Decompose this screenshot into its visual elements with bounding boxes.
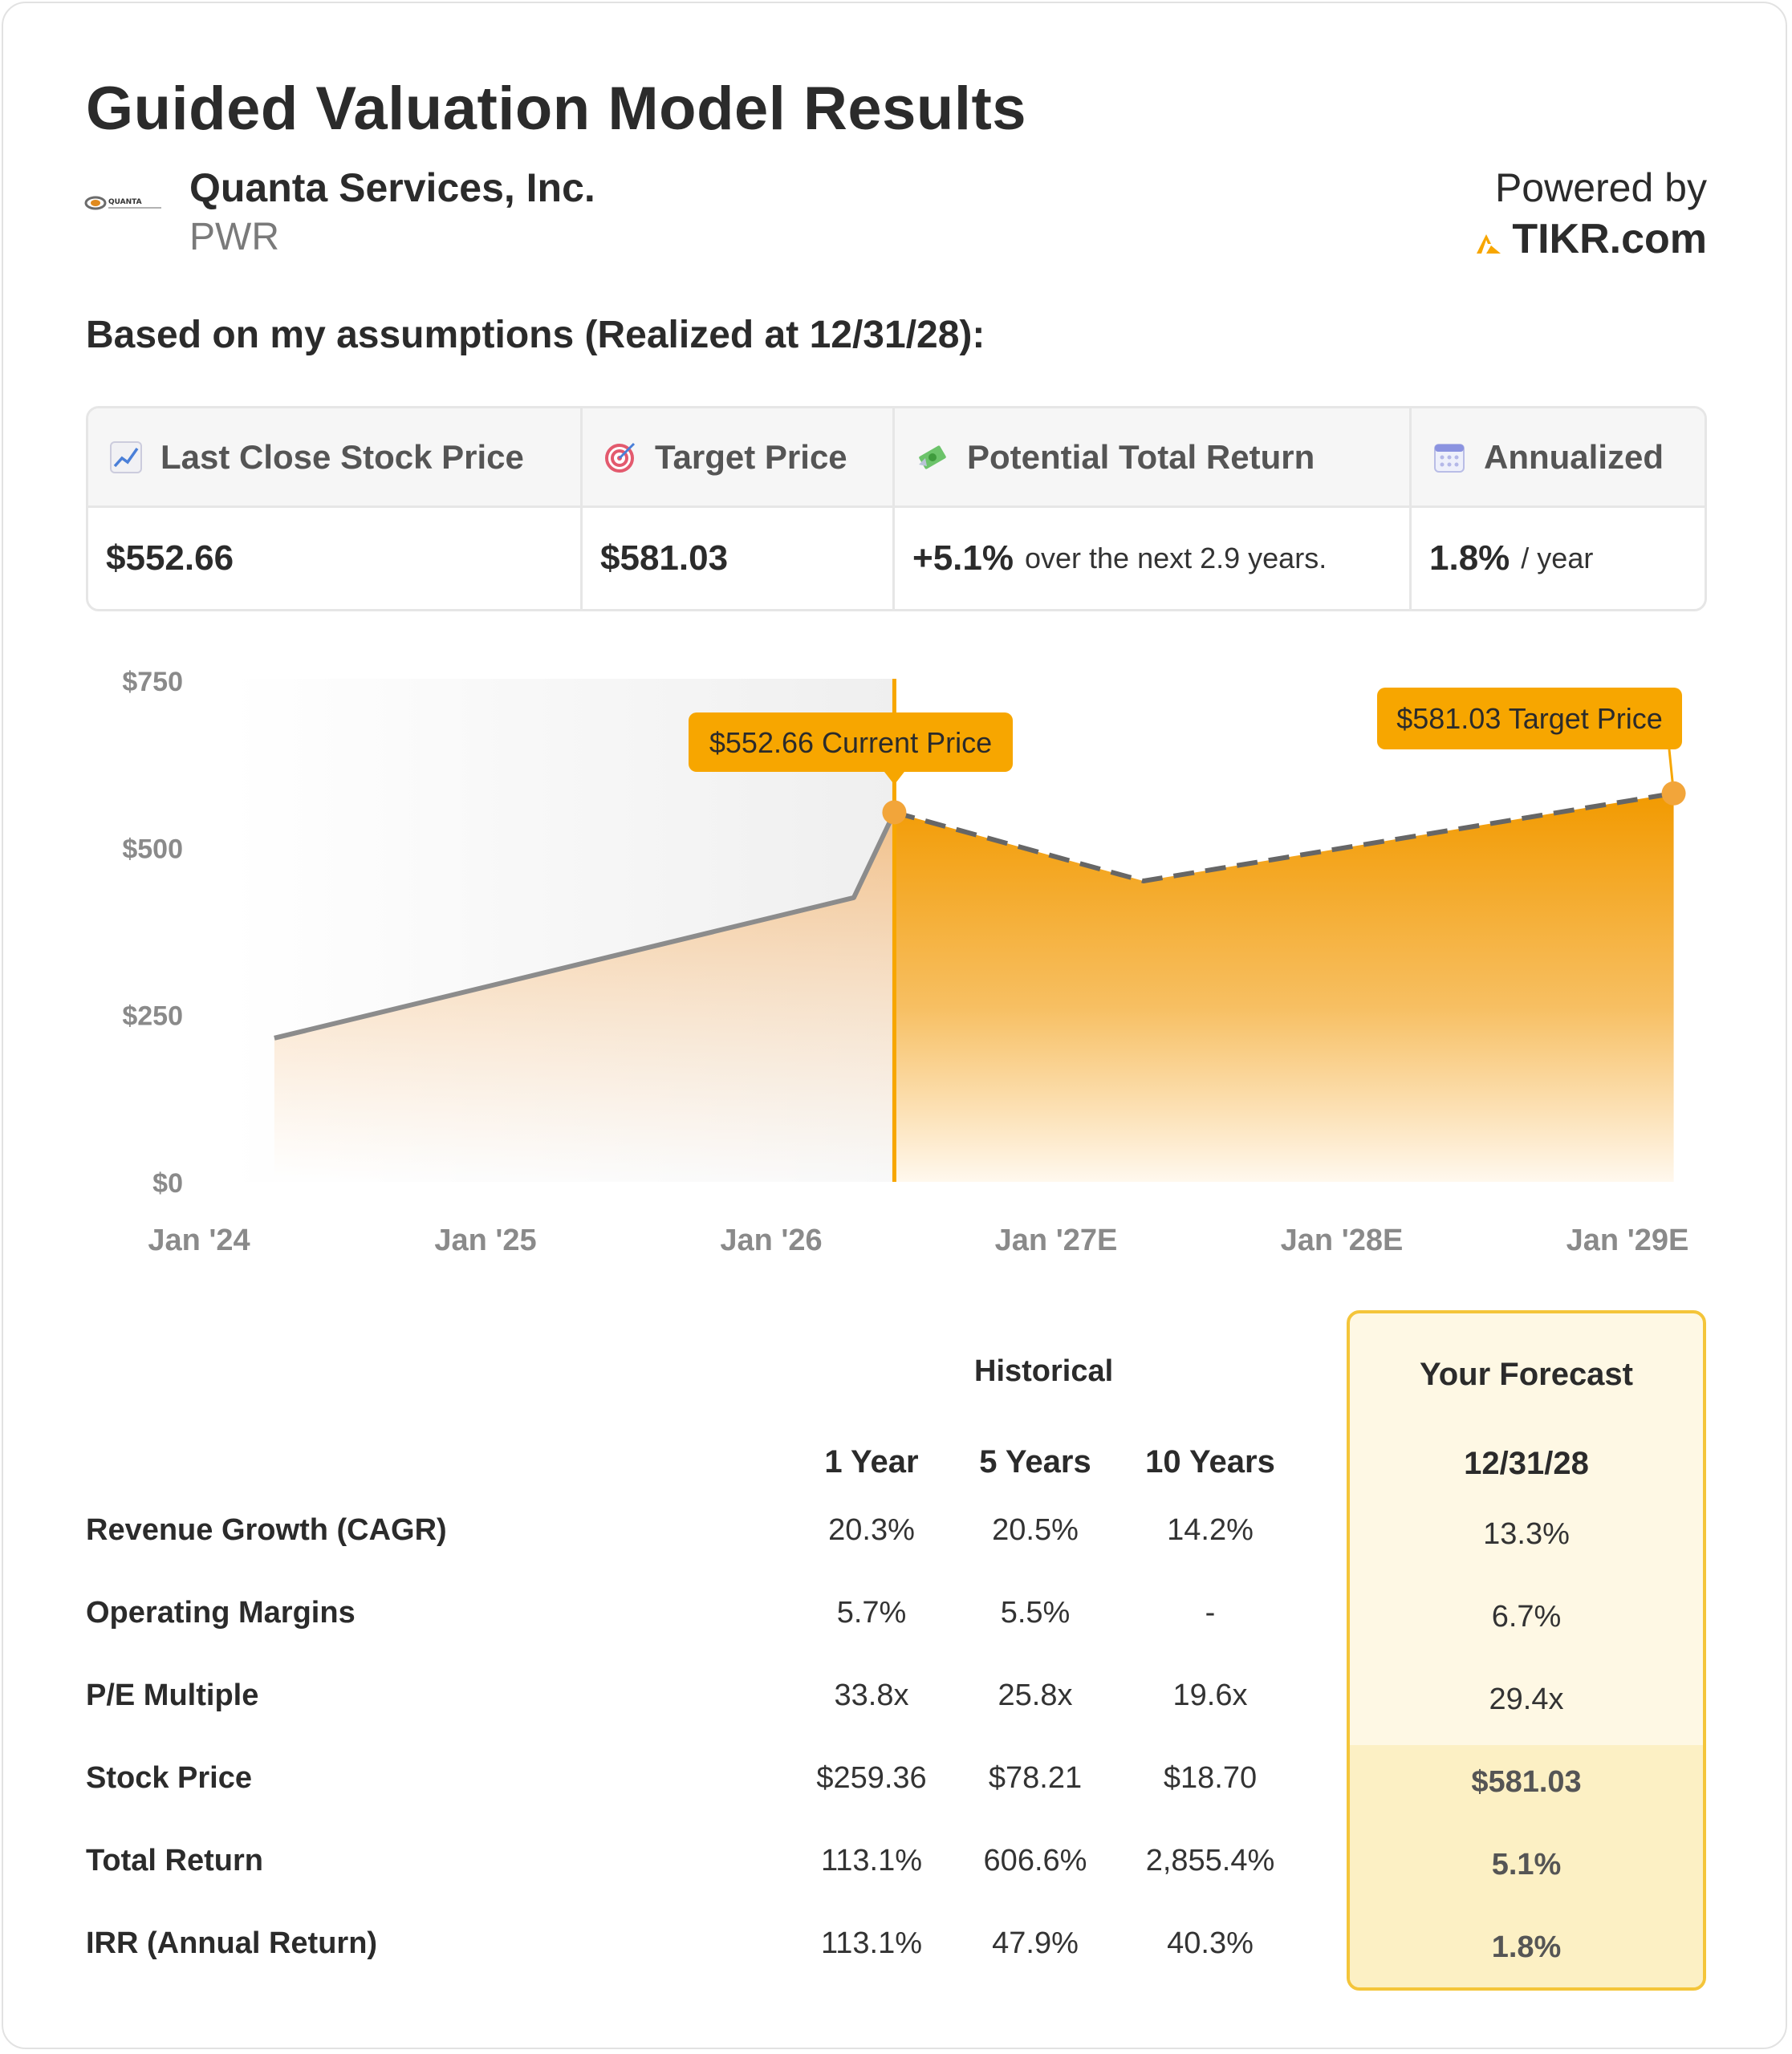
current-price-tooltip-pointer <box>883 770 906 785</box>
y-tick-label: $250 <box>122 1001 183 1032</box>
cell-irr-10y: 40.3% <box>1167 1926 1254 1960</box>
historical-area <box>274 812 895 1182</box>
assumptions-heading: Based on my assumptions (Realized at 12/… <box>86 314 985 356</box>
cell-return-forecast: 5.1% <box>1491 1848 1562 1881</box>
calendar-icon <box>1434 443 1465 473</box>
cell-revenue-10y: 14.2% <box>1167 1513 1254 1547</box>
cell-pe-1y: 33.8x <box>834 1679 909 1712</box>
target-price-label: $581.03 Target Price <box>1396 702 1663 735</box>
x-tick-label: Jan '29E <box>1566 1224 1689 1257</box>
target-price-point <box>1661 781 1686 806</box>
metrics-table: Last Close Stock Price Target Price Pote… <box>86 406 1707 611</box>
cell-irr-1y: 113.1% <box>820 1926 923 1960</box>
annualized-value: 1.8% / year <box>1412 508 1705 609</box>
powered-by-label: Powered by <box>1494 165 1707 210</box>
row-label-total-return: Total Return <box>86 1844 263 1877</box>
y-tick-label: $500 <box>122 834 183 864</box>
last-close-value: $552.66 <box>88 508 583 609</box>
cell-revenue-forecast: 13.3% <box>1483 1517 1570 1551</box>
y-tick-label: $750 <box>122 667 183 697</box>
cell-irr-forecast: 1.8% <box>1491 1930 1562 1964</box>
x-tick-label: Jan '25 <box>434 1224 536 1257</box>
col-5-years: 5 Years <box>979 1444 1091 1480</box>
cell-return-1y: 113.1% <box>820 1844 923 1877</box>
target-price-value: $581.03 <box>583 508 895 609</box>
annualized-note: / year <box>1521 542 1594 574</box>
y-tick-label: $0 <box>152 1168 183 1199</box>
forecast-date: 12/31/28 <box>1464 1446 1589 1481</box>
last-close-label: Last Close Stock Price <box>161 437 524 476</box>
last-close-header: Last Close Stock Price <box>88 408 583 508</box>
col-10-years: 10 Years <box>1145 1444 1275 1480</box>
target-price-tooltip-box <box>1377 688 1682 749</box>
forecast-dashed-line <box>893 790 1675 883</box>
cell-margins-10y: - <box>1205 1596 1216 1630</box>
cell-pe-5y: 25.8x <box>998 1679 1073 1712</box>
cell-price-5y: $78.21 <box>988 1761 1083 1795</box>
forecast-area <box>894 793 1674 1182</box>
target-price-tooltip: $581.03 Target Price <box>1377 688 1682 749</box>
current-price-label: $552.66 Current Price <box>709 726 992 759</box>
price-chart: $750 $500 $250 $0 Jan '24 Jan '25 Jan '26 Jan '… <box>122 667 1688 1257</box>
cell-margins-1y: 5.7% <box>836 1596 907 1630</box>
current-price-tooltip-box <box>689 712 1013 772</box>
current-price-tooltip: $552.66 Current Price <box>689 712 1013 785</box>
historical-heading: Historical <box>974 1354 1114 1388</box>
cell-pe-10y: 19.6x <box>1172 1679 1248 1712</box>
logo-text: QUANTA <box>108 198 142 206</box>
row-label-irr: IRR (Annual Return) <box>86 1926 378 1960</box>
cell-price-forecast: $581.03 <box>1471 1765 1582 1799</box>
col-1-year: 1 Year <box>824 1444 919 1480</box>
cell-return-5y: 606.6% <box>983 1844 1087 1877</box>
cell-return-10y: 2,855.4% <box>1145 1844 1275 1877</box>
money-wings-icon <box>919 444 946 469</box>
annualized-label: Annualized <box>1484 437 1664 476</box>
target-price-amount: $581.03 <box>600 538 729 578</box>
row-label-revenue-growth: Revenue Growth (CAGR) <box>86 1513 447 1547</box>
page-title: Guided Valuation Model Results <box>86 75 1027 143</box>
last-close-amount: $552.66 <box>106 538 234 578</box>
potential-return-label: Potential Total Return <box>967 437 1315 476</box>
chart-plot-area: $750 $500 $250 $0 Jan '24 Jan '25 Jan '26 Jan '… <box>122 667 1688 1257</box>
x-tick-label: Jan '24 <box>148 1224 250 1257</box>
chart-increasing-icon <box>110 440 142 473</box>
ticker-symbol: PWR <box>189 216 279 258</box>
tikr-brand-link[interactable]: TIKR.com <box>1512 216 1707 262</box>
potential-return-note: over the next 2.9 years. <box>1024 542 1327 574</box>
x-tick-label: Jan '27E <box>995 1224 1118 1257</box>
row-label-pe-multiple: P/E Multiple <box>86 1679 259 1712</box>
row-label-operating-margins: Operating Margins <box>86 1596 356 1630</box>
forecast-heading: Your Forecast <box>1420 1357 1633 1392</box>
cell-margins-forecast: 6.7% <box>1491 1600 1562 1634</box>
cell-irr-5y: 47.9% <box>992 1926 1079 1960</box>
cell-pe-forecast: 29.4x <box>1489 1683 1564 1716</box>
potential-return-value: +5.1% over the next 2.9 years. <box>895 508 1412 609</box>
row-label-stock-price: Stock Price <box>86 1761 252 1795</box>
company-name: Quanta Services, Inc. <box>189 165 595 210</box>
current-price-point <box>882 800 907 825</box>
target-icon <box>605 442 636 473</box>
historical-line <box>274 811 897 1041</box>
target-price-header: Target Price <box>583 408 895 508</box>
x-tick-label: Jan '26 <box>720 1224 822 1257</box>
cell-price-10y: $18.70 <box>1163 1761 1258 1795</box>
tikr-logo-icon <box>1477 234 1501 254</box>
annualized-amount: 1.8% <box>1429 538 1510 578</box>
potential-return-amount: +5.1% <box>912 538 1014 578</box>
forecast-highlight <box>1350 1745 1703 1987</box>
x-tick-label: Jan '28E <box>1281 1224 1404 1257</box>
cell-revenue-5y: 20.5% <box>992 1513 1079 1547</box>
cell-price-1y: $259.36 <box>816 1761 927 1795</box>
target-price-label: Target Price <box>655 437 847 476</box>
cell-revenue-1y: 20.3% <box>828 1513 915 1547</box>
potential-return-header: Potential Total Return <box>895 408 1412 508</box>
cell-margins-5y: 5.5% <box>1000 1596 1071 1630</box>
company-logo: QUANTA <box>84 196 161 210</box>
annualized-header: Annualized <box>1412 408 1705 508</box>
forecast-column: Your Forecast 12/31/28 <box>1347 1310 1706 1991</box>
